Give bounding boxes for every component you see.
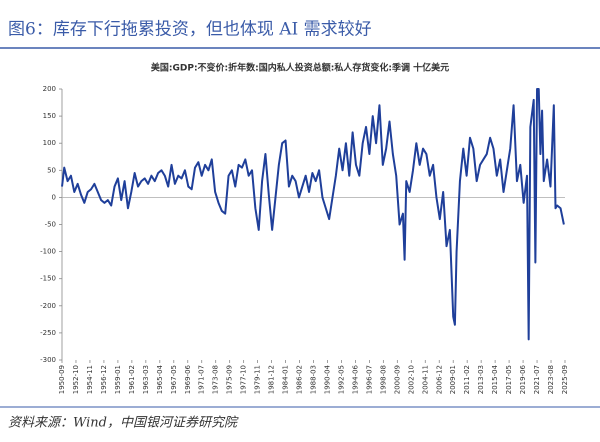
x-tick-label: 2021-07 — [533, 365, 541, 394]
y-tick-label: -50 — [45, 221, 56, 229]
x-tick-label: 1979-11 — [254, 365, 262, 394]
x-tick-label: 1984-01 — [282, 365, 290, 394]
x-tick-label: 1975-09 — [226, 365, 234, 394]
x-tick-label: 1969-06 — [184, 364, 192, 394]
x-tick-label: 1996-07 — [365, 365, 373, 394]
y-tick-label: -200 — [40, 302, 56, 310]
x-tick-label: 1992-05 — [337, 365, 345, 394]
x-tick-label: 2023-08 — [547, 365, 555, 394]
x-tick-label: 2002-10 — [407, 365, 415, 394]
x-tick-label: 2004-11 — [421, 365, 429, 394]
y-tick-label: 200 — [43, 85, 56, 93]
x-tick-label: 1954-11 — [86, 365, 94, 394]
x-tick-label: 2019-06 — [519, 364, 527, 394]
x-tick-label: 1973-08 — [212, 365, 220, 394]
source-note: 资料来源：Wind，中国银河证券研究院 — [8, 415, 239, 431]
y-tick-label: -250 — [40, 329, 56, 337]
x-tick-label: 2017-05 — [505, 365, 513, 394]
y-tick-label: -150 — [40, 275, 56, 283]
y-tick-label: 50 — [47, 166, 56, 174]
x-tick-label: 1981-12 — [268, 365, 276, 394]
x-tick-label: 2009-01 — [449, 365, 457, 394]
x-tick-label: 1977-10 — [240, 365, 248, 394]
chart-title: 美国:GDP:不变价:折年数:国内私人投资总额:私人存货变化:季调 十亿美元 — [151, 62, 449, 74]
x-tick-label: 2011-02 — [463, 365, 471, 394]
x-tick-label: 1971-07 — [198, 365, 206, 394]
x-tick-label: 1952-10 — [72, 365, 80, 394]
x-tick-label: 2015-04 — [491, 364, 499, 394]
x-tick-label: 1988-03 — [310, 365, 318, 394]
x-tick-label: 1998-08 — [379, 365, 387, 394]
y-tick-label: 150 — [43, 112, 56, 120]
figure-caption: 图6：库存下行拖累投资，但也体现 AI 需求较好 — [8, 20, 372, 40]
x-tick-label: 2006-12 — [435, 365, 443, 394]
x-tick-label: 1959-01 — [114, 365, 122, 394]
x-tick-label: 1956-12 — [100, 365, 108, 394]
x-tick-label: 2000-09 — [393, 365, 401, 394]
y-tick-label: 0 — [52, 193, 56, 201]
y-tick-label: -300 — [40, 356, 56, 364]
x-tick-label: 1990-04 — [323, 364, 331, 394]
x-tick-label: 2025-09 — [561, 365, 569, 394]
x-tick-label: 2013-03 — [477, 365, 485, 394]
x-tick-label: 1961-02 — [128, 365, 136, 394]
x-tick-label: 1950-09 — [58, 365, 66, 394]
y-tick-label: -100 — [40, 248, 56, 256]
data-line — [61, 88, 565, 341]
x-tick-label: 1967-05 — [170, 365, 178, 394]
y-tick-label: 100 — [43, 139, 56, 147]
x-tick-label: 1994-06 — [351, 364, 359, 394]
x-tick-label: 1963-03 — [142, 365, 150, 394]
x-tick-label: 1986-02 — [296, 365, 304, 394]
x-tick-label: 1965-04 — [156, 364, 164, 394]
